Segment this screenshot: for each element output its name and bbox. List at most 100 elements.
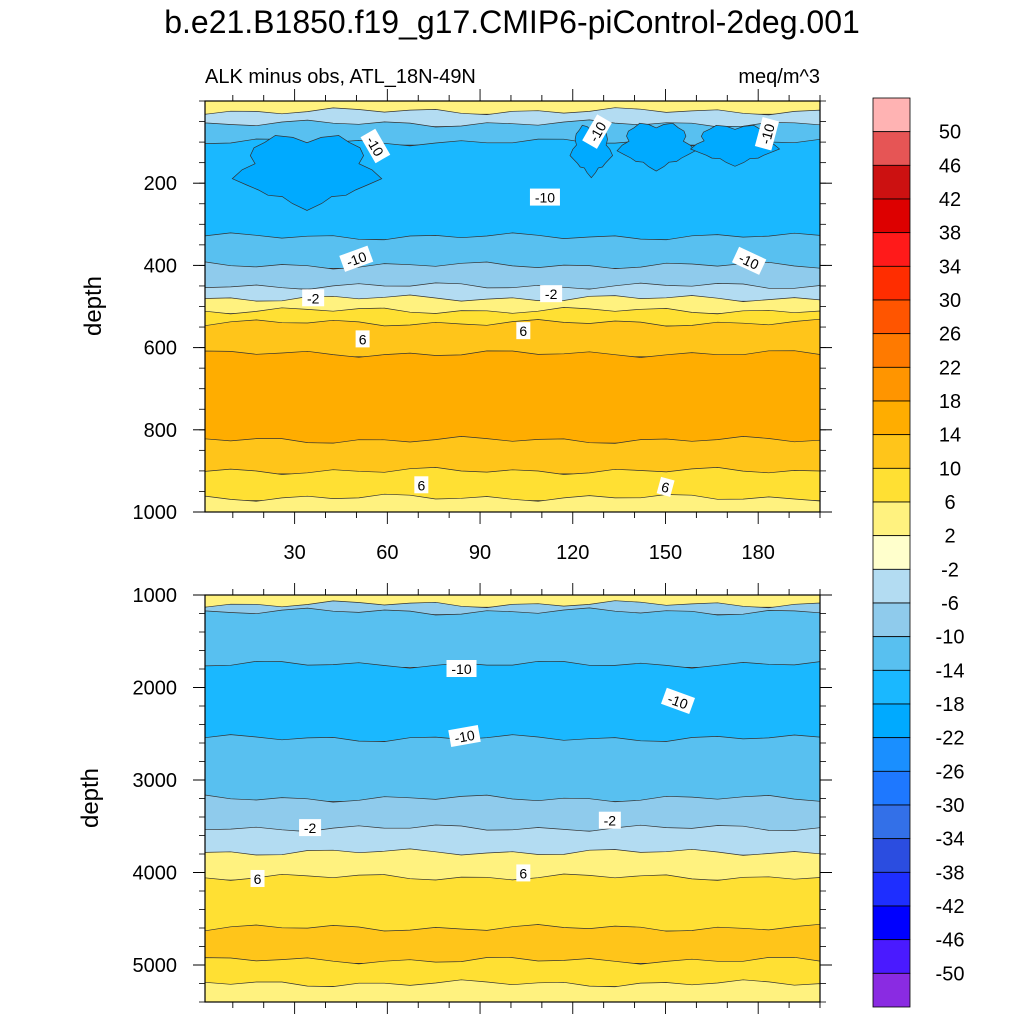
y-tick-label: 4000	[133, 863, 178, 885]
colorbar-label: 34	[939, 256, 961, 278]
colorbar-swatch	[872, 838, 911, 873]
contour-band	[205, 824, 820, 856]
colorbar: 50 46 42 38 34 30 26 22 18 14 10 6 2 -2 -6 -10 -14 -18 -22…	[872, 97, 965, 1008]
colorbar-label: -46	[936, 930, 965, 952]
colorbar-swatch	[872, 770, 911, 806]
contour-label: 6	[516, 322, 531, 340]
colorbar-swatch	[872, 265, 911, 301]
contour-band	[205, 307, 820, 327]
lower-panel: -10 -10 -10 -2 -2 6 6 1000 2000 3000 4000 5000	[133, 583, 832, 1014]
svg-text:-2: -2	[304, 820, 317, 836]
colorbar-swatch	[872, 972, 911, 1008]
colorbar-label: -30	[936, 795, 965, 817]
contour-label: -2	[598, 811, 621, 829]
svg-text:-2: -2	[307, 290, 320, 306]
colorbar-swatch	[872, 871, 911, 907]
contour-band	[205, 493, 820, 512]
svg-text:-10: -10	[451, 661, 471, 677]
contour-label: -10	[446, 660, 477, 677]
colorbar-label: 42	[939, 189, 961, 211]
colorbar-label: 46	[939, 155, 961, 177]
contour-patch	[231, 135, 383, 211]
colorbar-swatch	[872, 198, 911, 234]
y-tick-label: 200	[144, 173, 177, 195]
colorbar-label: 50	[939, 122, 961, 144]
colorbar-swatch	[872, 535, 911, 570]
contour-band	[205, 956, 820, 987]
contour-band	[205, 660, 820, 742]
y-tick-label: 2000	[133, 678, 178, 700]
y-tick-label: 600	[144, 338, 177, 360]
colorbar-label: 2	[944, 526, 955, 548]
contour-band	[205, 436, 820, 475]
svg-text:-2: -2	[604, 813, 617, 829]
contour-fill	[205, 595, 820, 1002]
colorbar-swatch	[872, 636, 911, 671]
x-tick-label: 120	[556, 542, 589, 564]
contour-band	[205, 607, 820, 668]
contour-label: -2	[299, 819, 322, 837]
colorbar-swatch	[872, 164, 911, 200]
colorbar-label: -38	[936, 862, 965, 884]
colorbar-swatch	[872, 602, 911, 638]
svg-text:-10: -10	[453, 727, 476, 746]
colorbar-label: 26	[939, 324, 961, 346]
colorbar-swatch	[872, 804, 911, 840]
colorbar-swatch	[872, 400, 911, 436]
contour-patch	[616, 122, 696, 172]
contour-band	[205, 848, 820, 881]
contour-band	[205, 232, 820, 269]
contour-band	[205, 734, 820, 802]
svg-text:6: 6	[359, 331, 367, 347]
svg-text:6: 6	[254, 871, 262, 887]
colorbar-swatch	[872, 568, 911, 604]
x-tick-label: 150	[649, 542, 682, 564]
contour-patch	[689, 125, 781, 167]
colorbar-label: 30	[939, 290, 961, 312]
x-tick-label: 30	[283, 542, 305, 564]
contour-label: -2	[540, 285, 563, 303]
contour-label: 6	[250, 869, 265, 887]
colorbar-swatch	[872, 299, 911, 335]
svg-text:6: 6	[660, 479, 672, 497]
contour-label: -2	[302, 289, 325, 307]
colorbar-swatch	[872, 501, 911, 537]
colorbar-label: -42	[936, 896, 965, 918]
colorbar-label: -22	[936, 728, 965, 750]
svg-text:6: 6	[519, 865, 527, 881]
colorbar-swatch	[872, 467, 911, 503]
contour-band	[205, 261, 820, 290]
colorbar-label: 22	[939, 357, 961, 379]
contour-band	[205, 107, 820, 127]
y-tick-label: 5000	[133, 955, 178, 977]
colorbar-label: 18	[939, 391, 961, 413]
contour-label: -10	[754, 117, 780, 151]
svg-text:-10: -10	[535, 190, 555, 206]
x-tick-label: 180	[742, 542, 775, 564]
colorbar-label: -34	[936, 829, 965, 851]
y-tick-label: 400	[144, 255, 177, 277]
colorbar-swatch	[872, 131, 911, 166]
svg-text:-10: -10	[757, 122, 778, 146]
colorbar-label: 6	[944, 492, 955, 514]
colorbar-swatch	[872, 434, 911, 469]
figure-title: b.e21.B1850.f19_g17.CMIP6-piControl-2deg…	[164, 4, 860, 40]
contour-label: -10	[339, 245, 374, 272]
right-string: meq/m^3	[738, 66, 820, 88]
contour-label: -10	[661, 687, 696, 715]
y-tick-label: 1000	[133, 585, 178, 607]
colorbar-swatch	[872, 737, 911, 772]
colorbar-label: -14	[936, 660, 965, 682]
contour-label: 6	[656, 476, 675, 497]
colorbar-swatch	[872, 333, 911, 368]
contour-band	[205, 979, 820, 1002]
contour-band	[205, 794, 820, 832]
colorbar-swatch	[872, 703, 911, 739]
colorbar-swatch	[872, 232, 911, 267]
contour-label: -10	[529, 188, 560, 206]
svg-text:-10: -10	[344, 248, 369, 270]
upper-y-axis-label: depth	[80, 276, 107, 336]
contour-label: 6	[516, 864, 531, 882]
